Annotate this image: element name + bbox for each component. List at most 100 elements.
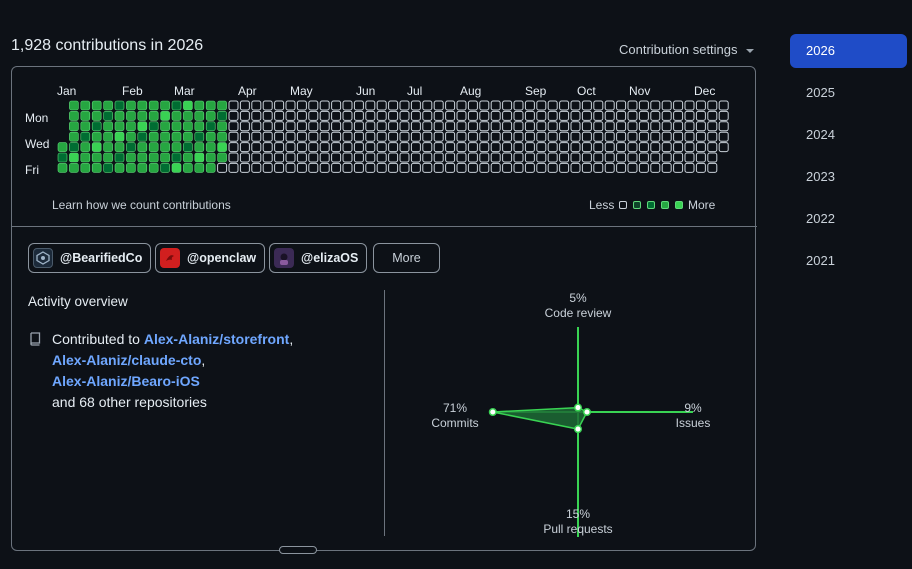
contribution-day-cell[interactable] bbox=[353, 100, 364, 111]
contribution-day-cell[interactable] bbox=[433, 110, 444, 121]
contribution-day-cell[interactable] bbox=[570, 100, 581, 111]
contribution-day-cell[interactable] bbox=[274, 162, 285, 173]
contribution-day-cell[interactable] bbox=[69, 111, 79, 121]
contribution-day-cell[interactable] bbox=[57, 142, 68, 152]
contribution-day-cell[interactable] bbox=[251, 110, 262, 121]
contribution-day-cell[interactable] bbox=[80, 131, 91, 142]
contribution-day-cell[interactable] bbox=[718, 100, 729, 111]
contribution-day-cell[interactable] bbox=[604, 162, 615, 173]
contribution-day-cell[interactable] bbox=[547, 100, 558, 111]
contribution-day-cell[interactable] bbox=[627, 131, 638, 142]
contribution-day-cell[interactable] bbox=[262, 110, 273, 121]
contribution-day-cell[interactable] bbox=[114, 121, 125, 132]
contribution-day-cell[interactable] bbox=[502, 100, 513, 111]
contribution-day-cell[interactable] bbox=[433, 121, 444, 132]
contribution-day-cell[interactable] bbox=[616, 142, 627, 153]
contribution-day-cell[interactable] bbox=[251, 152, 262, 163]
contribution-day-cell[interactable] bbox=[707, 121, 718, 132]
contribution-day-cell[interactable] bbox=[342, 131, 353, 142]
contribution-day-cell[interactable] bbox=[718, 131, 729, 142]
contribution-day-cell[interactable] bbox=[319, 131, 330, 142]
contribution-day-cell[interactable] bbox=[353, 152, 364, 163]
contribution-day-cell[interactable] bbox=[296, 152, 307, 163]
contribution-day-cell[interactable] bbox=[433, 131, 444, 142]
contribution-day-cell[interactable] bbox=[285, 100, 296, 111]
org-filter-bearifiedco[interactable]: @BearifiedCo bbox=[28, 243, 152, 273]
learn-contributions-link[interactable]: Learn how we count contributions bbox=[52, 198, 231, 212]
contribution-day-cell[interactable] bbox=[80, 163, 91, 173]
contribution-day-cell[interactable] bbox=[593, 142, 604, 153]
contribution-day-cell[interactable] bbox=[319, 152, 330, 163]
contribution-day-cell[interactable] bbox=[308, 142, 319, 153]
contribution-day-cell[interactable] bbox=[638, 121, 649, 132]
contribution-day-cell[interactable] bbox=[239, 131, 250, 142]
contribution-day-cell[interactable] bbox=[650, 131, 661, 142]
contribution-day-cell[interactable] bbox=[228, 162, 239, 173]
contribution-day-cell[interactable] bbox=[388, 110, 399, 121]
contribution-day-cell[interactable] bbox=[160, 152, 170, 163]
contribution-day-cell[interactable] bbox=[103, 100, 113, 111]
contribution-day-cell[interactable] bbox=[183, 131, 193, 142]
contribution-day-cell[interactable] bbox=[388, 131, 399, 142]
contribution-day-cell[interactable] bbox=[103, 111, 113, 121]
contribution-day-cell[interactable] bbox=[91, 111, 102, 121]
contribution-day-cell[interactable] bbox=[536, 110, 547, 121]
contribution-day-cell[interactable] bbox=[707, 142, 718, 153]
contribution-day-cell[interactable] bbox=[319, 110, 330, 121]
contribution-day-cell[interactable] bbox=[638, 110, 649, 121]
contribution-day-cell[interactable] bbox=[376, 110, 387, 121]
contribution-day-cell[interactable] bbox=[365, 131, 376, 142]
contribution-day-cell[interactable] bbox=[536, 100, 547, 111]
contribution-day-cell[interactable] bbox=[183, 121, 193, 132]
contribution-day-cell[interactable] bbox=[559, 162, 570, 173]
contribution-day-cell[interactable] bbox=[467, 162, 478, 173]
contribution-day-cell[interactable] bbox=[148, 163, 159, 173]
contribution-day-cell[interactable] bbox=[285, 110, 296, 121]
contribution-day-cell[interactable] bbox=[410, 152, 421, 163]
contribution-day-cell[interactable] bbox=[524, 121, 535, 132]
contribution-day-cell[interactable] bbox=[616, 162, 627, 173]
contribution-day-cell[interactable] bbox=[296, 110, 307, 121]
contribution-day-cell[interactable] bbox=[604, 142, 615, 153]
contribution-day-cell[interactable] bbox=[217, 111, 227, 121]
contribution-day-cell[interactable] bbox=[365, 142, 376, 153]
contribution-day-cell[interactable] bbox=[308, 131, 319, 142]
contribution-day-cell[interactable] bbox=[183, 163, 193, 173]
contribution-day-cell[interactable] bbox=[183, 111, 193, 121]
contribution-day-cell[interactable] bbox=[684, 100, 695, 111]
contribution-day-cell[interactable] bbox=[524, 100, 535, 111]
contribution-day-cell[interactable] bbox=[479, 131, 490, 142]
contribution-day-cell[interactable] bbox=[365, 121, 376, 132]
contribution-day-cell[interactable] bbox=[376, 152, 387, 163]
contribution-day-cell[interactable] bbox=[479, 110, 490, 121]
contribution-day-cell[interactable] bbox=[467, 152, 478, 163]
year-2023-button[interactable]: 2023 bbox=[806, 169, 835, 184]
contribution-day-cell[interactable] bbox=[581, 131, 592, 142]
contribution-day-cell[interactable] bbox=[171, 111, 182, 121]
contribution-day-cell[interactable] bbox=[160, 131, 170, 142]
contribution-day-cell[interactable] bbox=[616, 110, 627, 121]
contribution-day-cell[interactable] bbox=[80, 111, 91, 121]
contribution-day-cell[interactable] bbox=[410, 110, 421, 121]
contribution-day-cell[interactable] bbox=[148, 121, 159, 132]
contribution-day-cell[interactable] bbox=[513, 110, 524, 121]
contribution-day-cell[interactable] bbox=[638, 152, 649, 163]
contribution-day-cell[interactable] bbox=[650, 152, 661, 163]
contribution-day-cell[interactable] bbox=[160, 100, 170, 111]
contribution-day-cell[interactable] bbox=[422, 110, 433, 121]
contribution-day-cell[interactable] bbox=[331, 162, 342, 173]
contribution-day-cell[interactable] bbox=[160, 142, 170, 152]
contribution-day-cell[interactable] bbox=[536, 162, 547, 173]
contribution-day-cell[interactable] bbox=[148, 131, 159, 142]
contribution-day-cell[interactable] bbox=[627, 110, 638, 121]
contribution-day-cell[interactable] bbox=[547, 121, 558, 132]
contribution-day-cell[interactable] bbox=[536, 131, 547, 142]
contribution-day-cell[interactable] bbox=[445, 100, 456, 111]
contribution-day-cell[interactable] bbox=[160, 121, 170, 132]
contribution-day-cell[interactable] bbox=[217, 162, 228, 173]
contribution-day-cell[interactable] bbox=[684, 131, 695, 142]
contribution-day-cell[interactable] bbox=[296, 121, 307, 132]
contribution-day-cell[interactable] bbox=[695, 152, 706, 163]
contribution-day-cell[interactable] bbox=[91, 152, 102, 163]
contribution-day-cell[interactable] bbox=[91, 121, 102, 132]
